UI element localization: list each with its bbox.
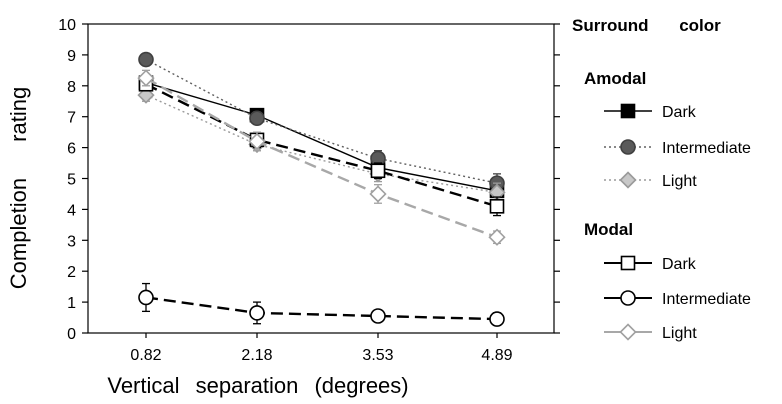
- series-line: [145, 77, 498, 239]
- legend-label-amodal-intermediate: Intermediate: [662, 140, 751, 157]
- series-modal-dark: [138, 76, 505, 217]
- legend-label-amodal-dark: Dark: [662, 104, 697, 121]
- data-point: [370, 163, 386, 179]
- y-tick-label: 4: [67, 202, 76, 219]
- series-line: [145, 58, 498, 184]
- series-line: [145, 94, 498, 194]
- x-tick-label: 3.53: [362, 347, 393, 364]
- y-tick-label: 0: [67, 326, 76, 343]
- y-tick-label: 7: [67, 110, 76, 127]
- series-line: [145, 83, 498, 208]
- legend-label-modal-light: Light: [662, 325, 697, 342]
- series-amodal-intermediate: [138, 51, 505, 194]
- y-tick-label: 10: [58, 17, 76, 34]
- legend-title: Surround color: [572, 16, 721, 35]
- y-tick-label: 8: [67, 79, 76, 96]
- legend-marker-amodal-light: [619, 171, 637, 189]
- data-point: [489, 311, 505, 327]
- legend-label-modal-dark: Dark: [662, 256, 697, 273]
- legend-marker-modal-light: [619, 323, 637, 341]
- data-point: [370, 308, 386, 324]
- y-tick-label: 3: [67, 233, 76, 250]
- plot-area: [87, 23, 555, 334]
- data-point: [488, 228, 506, 246]
- y-tick-label: 9: [67, 48, 76, 65]
- data-point: [249, 305, 265, 321]
- legend: Amodal Dark Intermediate Light Modal Dark Inte…: [584, 69, 751, 342]
- data-point: [249, 110, 265, 127]
- y-tick-label: 1: [67, 295, 76, 312]
- series-line: [145, 296, 498, 321]
- data-point: [489, 199, 505, 214]
- x-tick-label: 2.18: [241, 347, 272, 364]
- data-point: [369, 185, 387, 203]
- plot-frame: [87, 23, 555, 334]
- legend-group-amodal: Amodal: [584, 69, 646, 88]
- series-modal-light: [137, 69, 506, 246]
- data-point: [138, 289, 154, 306]
- series-line: [145, 82, 498, 192]
- y-tick-label: 2: [67, 264, 76, 281]
- legend-marker-amodal-dark: [620, 103, 636, 119]
- legend-marker-amodal-intermediate: [620, 139, 636, 155]
- legend-label-amodal-light: Light: [662, 173, 697, 190]
- y-tick-label: 6: [67, 141, 76, 158]
- legend-label-modal-intermediate: Intermediate: [662, 291, 751, 308]
- series-amodal-dark: [138, 75, 505, 201]
- x-tick-label: 4.89: [481, 347, 512, 364]
- series-modal-intermediate: [138, 282, 505, 327]
- legend-marker-modal-intermediate: [620, 290, 636, 306]
- legend-marker-modal-dark: [620, 255, 636, 271]
- y-tick-label: 5: [67, 172, 76, 189]
- x-axis-title: Vertical separation (degrees): [107, 373, 408, 398]
- data-point: [137, 69, 155, 87]
- x-tick-label: 0.82: [130, 347, 161, 364]
- data-point: [138, 51, 154, 68]
- y-axis: 0 1 2 3 4 5 6 7 8 9 10: [58, 17, 560, 343]
- series-layer: [137, 51, 506, 327]
- x-axis: 0.82 2.18 3.53 4.89: [130, 333, 513, 364]
- y-axis-title: Completion rating: [6, 87, 31, 289]
- data-point: [248, 132, 266, 151]
- legend-group-modal: Modal: [584, 220, 633, 239]
